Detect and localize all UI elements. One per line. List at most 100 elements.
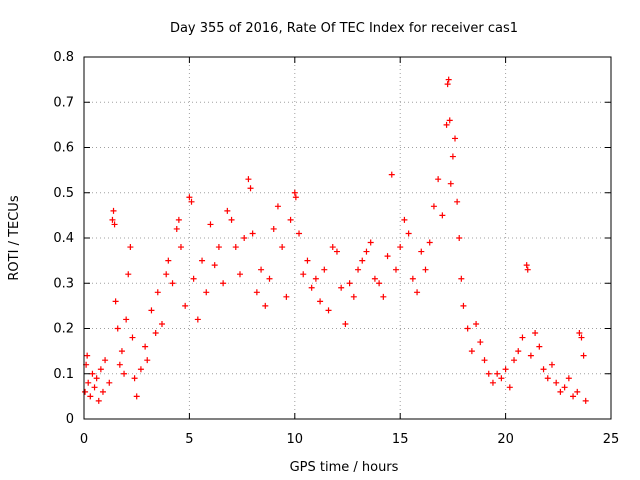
data-point — [458, 275, 465, 282]
data-point — [557, 388, 564, 395]
data-point — [137, 366, 144, 373]
data-point — [333, 248, 340, 255]
data-points — [82, 76, 589, 404]
data-point — [292, 194, 299, 201]
data-point — [392, 266, 399, 273]
data-point — [380, 293, 387, 300]
data-point — [274, 203, 281, 210]
data-point — [228, 216, 235, 223]
data-point — [317, 298, 324, 305]
data-point — [422, 266, 429, 273]
data-point — [190, 275, 197, 282]
data-point — [409, 275, 416, 282]
data-point — [287, 216, 294, 223]
data-point — [84, 352, 91, 359]
data-point — [414, 289, 421, 296]
data-point — [570, 393, 577, 400]
data-point — [342, 320, 349, 327]
data-point — [397, 244, 404, 251]
data-point — [169, 280, 176, 287]
data-point — [266, 275, 273, 282]
x-tick-label: 15 — [392, 432, 409, 447]
data-point — [154, 289, 161, 296]
x-axis-label: GPS time / hours — [290, 460, 399, 475]
data-point — [207, 221, 214, 228]
data-point — [93, 375, 100, 382]
data-point — [188, 198, 195, 205]
data-point — [215, 244, 222, 251]
data-point — [258, 266, 265, 273]
y-axis-label: ROTI / TECUs — [7, 195, 22, 280]
data-point — [270, 225, 277, 232]
data-point — [85, 379, 92, 386]
data-point — [384, 253, 391, 260]
data-point — [308, 284, 315, 291]
data-point — [418, 248, 425, 255]
data-point — [249, 230, 256, 237]
data-point — [443, 121, 450, 128]
data-point — [165, 257, 172, 264]
data-point — [460, 302, 467, 309]
data-point — [578, 334, 585, 341]
data-point — [405, 230, 412, 237]
data-point — [532, 330, 539, 337]
data-point — [367, 239, 374, 246]
data-point — [245, 176, 252, 183]
data-point — [523, 262, 530, 269]
chart-title: Day 355 of 2016, Rate Of TEC Index for r… — [170, 21, 518, 36]
data-point — [133, 393, 140, 400]
data-point — [194, 316, 201, 323]
data-point — [89, 370, 96, 377]
data-point — [99, 388, 106, 395]
data-point — [203, 289, 210, 296]
data-point — [109, 216, 116, 223]
data-point — [82, 388, 89, 395]
data-point — [129, 334, 136, 341]
data-point — [312, 275, 319, 282]
data-point — [477, 339, 484, 346]
data-point — [473, 320, 480, 327]
y-tick-label: 0 — [66, 412, 74, 427]
data-point — [580, 352, 587, 359]
x-axis-ticks: 0 5 10 15 20 25 — [80, 57, 619, 447]
data-point — [561, 384, 568, 391]
data-point — [355, 266, 362, 273]
x-tick-label: 10 — [287, 432, 304, 447]
data-point — [519, 334, 526, 341]
data-point — [338, 284, 345, 291]
data-point — [199, 257, 206, 264]
data-point — [131, 375, 138, 382]
data-point — [565, 375, 572, 382]
data-point — [430, 203, 437, 210]
data-point — [97, 366, 104, 373]
y-tick-label: 0.4 — [53, 231, 74, 246]
data-point — [232, 244, 239, 251]
x-tick-label: 25 — [603, 432, 620, 447]
data-point — [544, 375, 551, 382]
data-point — [468, 348, 475, 355]
data-point — [447, 180, 454, 187]
y-tick-label: 0.1 — [53, 367, 74, 382]
data-point — [182, 302, 189, 309]
y-tick-label: 0.2 — [53, 322, 74, 337]
data-point — [388, 171, 395, 178]
data-point — [144, 357, 151, 364]
data-point — [125, 271, 132, 278]
data-point — [481, 357, 488, 364]
data-point — [175, 216, 182, 223]
x-tick-label: 5 — [185, 432, 193, 447]
data-point — [435, 176, 442, 183]
data-point — [346, 280, 353, 287]
data-point — [152, 330, 159, 337]
data-point — [279, 244, 286, 251]
data-point — [241, 235, 248, 241]
data-point — [498, 375, 505, 382]
data-point — [445, 76, 452, 83]
data-point — [304, 257, 311, 264]
data-point — [114, 325, 121, 332]
data-point — [112, 298, 119, 305]
data-point — [121, 370, 128, 377]
data-point — [524, 266, 531, 273]
data-point — [142, 343, 149, 350]
